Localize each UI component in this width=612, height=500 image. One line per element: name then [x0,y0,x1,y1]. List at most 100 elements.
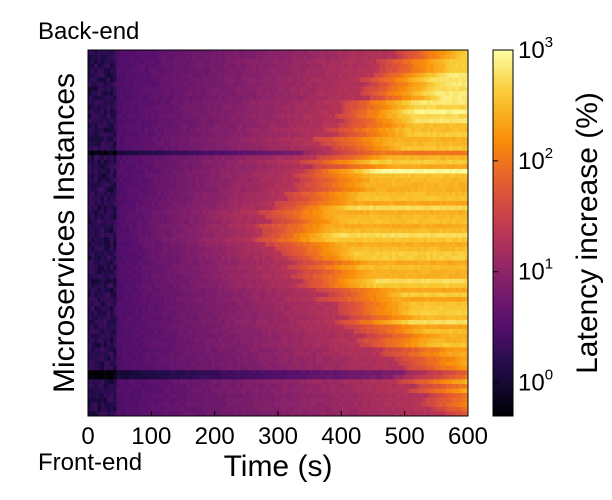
heatmap-cell [420,68,425,74]
heatmap-cell [363,59,368,65]
heatmap-cell [458,54,463,60]
heatmap-cell [369,136,374,142]
heatmap-cell [192,136,197,142]
heatmap-cell [183,196,187,202]
heatmap-cell [170,164,174,170]
heatmap-cell [420,182,425,188]
heatmap-cell [179,205,184,211]
heatmap-cell [208,196,212,202]
heatmap-cell [107,114,111,120]
heatmap-cell [376,127,380,133]
heatmap-cell [363,219,368,225]
heatmap-cell [135,146,140,152]
heatmap-cell [319,223,323,229]
heatmap-cell [357,77,361,83]
heatmap-cell [449,123,453,129]
heatmap-cell [411,50,415,55]
heatmap-cell [278,63,282,69]
heatmap-cell [284,132,288,138]
heatmap-cell [445,155,450,161]
heatmap-cell [157,72,162,78]
heatmap-cell [145,123,149,129]
heatmap-cell [262,136,266,142]
heatmap-cell [205,187,209,193]
heatmap-cell [423,132,428,138]
heatmap-cell [119,150,124,156]
heatmap-cell [423,50,428,55]
heatmap-cell [458,95,463,101]
heatmap-cell [331,173,336,179]
heatmap-cell [357,68,361,74]
heatmap-cell [363,168,368,174]
heatmap-cell [274,132,279,138]
heatmap-cell [382,59,387,65]
heatmap-cell [132,228,136,234]
heatmap-cell [195,91,200,97]
heatmap-cell [88,127,92,133]
heatmap-cell [214,141,219,147]
heatmap-cell [246,72,250,78]
heatmap-cell [126,187,130,193]
heatmap-cell [461,95,466,101]
heatmap-cell [379,95,383,101]
heatmap-cell [319,205,323,211]
heatmap-cell [167,63,171,69]
heatmap-cell [303,228,307,234]
heatmap-cell [392,77,396,83]
heatmap-cell [426,214,431,220]
heatmap-cell [265,68,269,74]
heatmap-cell [379,114,383,120]
heatmap-cell [442,114,447,120]
heatmap-cell [319,219,323,225]
heatmap-cell [426,233,431,238]
heatmap-cell [297,146,301,152]
heatmap-cell [354,123,358,129]
heatmap-cell [107,82,111,88]
heatmap-cell [312,182,317,188]
heatmap-cell [417,210,421,216]
heatmap-cell [404,118,409,124]
heatmap-cell [240,68,244,74]
heatmap-cell [103,68,108,74]
heatmap-cell [202,114,206,120]
heatmap-cell [281,168,285,174]
heatmap-cell [110,59,114,65]
heatmap-cell [284,168,288,174]
heatmap-cell [331,164,336,170]
heatmap-cell [395,182,399,188]
heatmap-cell [366,132,371,138]
heatmap-cell [135,63,140,69]
heatmap-cell [208,200,212,206]
heatmap-cell [426,223,431,229]
heatmap-cell [407,109,412,115]
heatmap-cell [113,72,117,78]
heatmap-cell [357,159,361,165]
heatmap-cell [309,219,314,225]
heatmap-cell [179,168,184,174]
heatmap-cell [126,141,130,147]
heatmap-cell [344,210,349,216]
heatmap-cell [360,223,364,229]
heatmap-cell [91,187,95,193]
heatmap-cell [455,150,459,156]
heatmap-cell [322,146,326,152]
heatmap-cell [347,50,352,55]
heatmap-cell [278,86,282,92]
heatmap-cell [255,63,260,69]
heatmap-cell [341,191,345,197]
heatmap-cell [214,178,219,184]
heatmap-cell [164,168,168,174]
heatmap-cell [255,136,260,142]
heatmap-cell [335,219,339,225]
heatmap-cell [110,82,114,88]
heatmap-cell [268,91,273,97]
heatmap-cell [208,210,212,216]
heatmap-cell [255,127,260,133]
heatmap-cell [183,200,187,206]
heatmap-cell [186,223,190,229]
heatmap-cell [379,155,383,161]
heatmap-cell [132,68,136,74]
heatmap-cell [366,219,371,225]
heatmap-cell [262,150,266,156]
heatmap-cell [154,123,159,129]
